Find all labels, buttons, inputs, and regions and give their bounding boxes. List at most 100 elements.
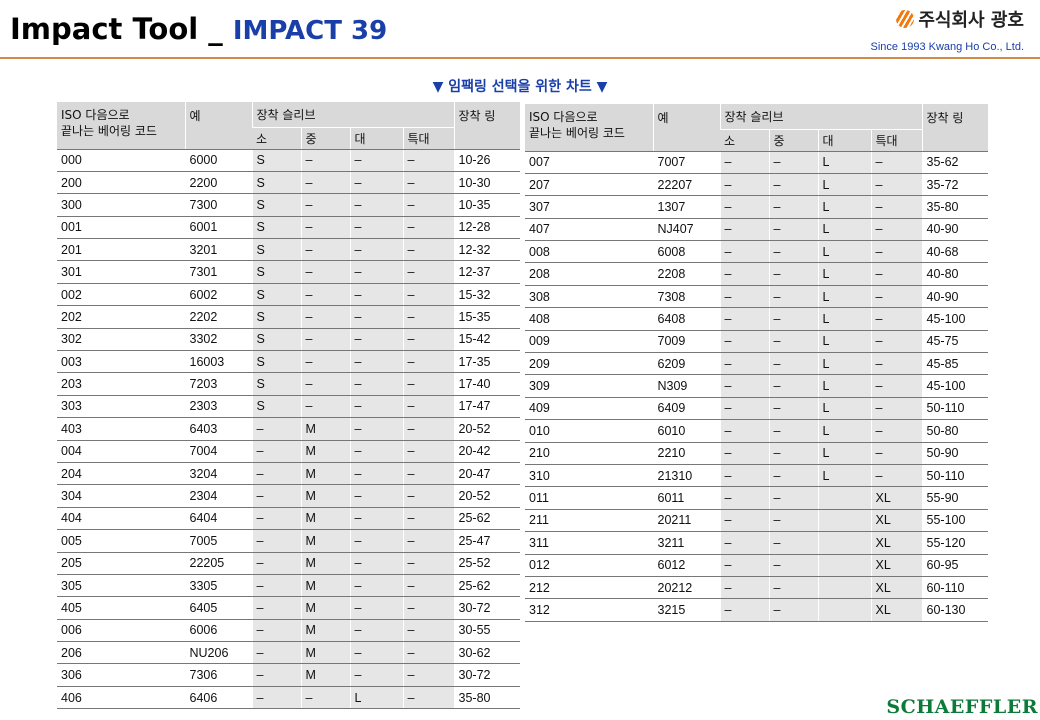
company-logo-icon bbox=[896, 10, 915, 28]
iso-code-cell: 211 bbox=[525, 509, 653, 533]
medium-cell: – bbox=[768, 374, 818, 398]
example-cell: 7306 bbox=[184, 663, 252, 687]
example-cell: 6409 bbox=[652, 397, 720, 421]
medium-cell: M bbox=[300, 462, 350, 486]
iso-code-cell: 012 bbox=[525, 554, 653, 577]
table-row: 205 22205– M – –25-52 bbox=[57, 552, 521, 575]
ring-cell: 55-120 bbox=[921, 531, 989, 555]
table-row: 207 22207– – L –35-72 bbox=[525, 173, 989, 197]
header-iso-code: ISO 다음으로 끝나는 베어링 코드 bbox=[57, 102, 185, 150]
medium-cell: – bbox=[768, 195, 818, 219]
medium-cell: – bbox=[300, 328, 350, 352]
table-row: 305 3305– M – –25-62 bbox=[57, 574, 521, 598]
xlarge-cell: – bbox=[870, 285, 923, 309]
ring-cell: 12-28 bbox=[453, 216, 521, 240]
medium-cell: – bbox=[768, 509, 818, 533]
ring-cell: 35-72 bbox=[921, 173, 989, 197]
example-cell: NU206 bbox=[184, 641, 252, 665]
xlarge-cell: – bbox=[402, 372, 455, 396]
medium-cell: M bbox=[300, 619, 350, 643]
medium-cell: – bbox=[768, 173, 818, 197]
medium-cell: M bbox=[300, 484, 350, 508]
large-cell: – bbox=[349, 529, 403, 553]
iso-code-cell: 006 bbox=[57, 619, 185, 643]
table-row: 211 20211– – XL 55-100 bbox=[525, 509, 989, 533]
table-row: 011 6011– – XL 55-90 bbox=[525, 486, 989, 510]
title-text: Impact Tool _ bbox=[10, 12, 223, 46]
small-cell: S bbox=[251, 283, 301, 307]
small-cell: – bbox=[719, 554, 769, 577]
table-row: 006 6006– M – –30-55 bbox=[57, 619, 521, 643]
large-cell: L bbox=[817, 262, 871, 286]
medium-cell: – bbox=[300, 305, 350, 329]
table-row: 306 7306– M – –30-72 bbox=[57, 663, 521, 687]
table-row: 201 3201 S – – –12-32 bbox=[57, 238, 521, 262]
iso-code-cell: 000 bbox=[57, 149, 185, 172]
iso-code-cell: 405 bbox=[57, 596, 185, 620]
small-cell: – bbox=[251, 641, 301, 665]
xlarge-cell: – bbox=[402, 619, 455, 643]
ring-cell: 15-42 bbox=[453, 328, 521, 352]
large-cell: – bbox=[349, 149, 403, 172]
table-row: 303 2303 S – – –17-47 bbox=[57, 395, 521, 419]
xlarge-cell: – bbox=[402, 507, 455, 531]
medium-cell: – bbox=[300, 171, 350, 195]
iso-code-cell: 303 bbox=[57, 395, 185, 419]
small-cell: S bbox=[251, 372, 301, 396]
medium-cell: – bbox=[300, 193, 350, 217]
example-cell: 6010 bbox=[652, 419, 720, 443]
medium-cell: M bbox=[300, 663, 350, 687]
iso-code-cell: 309 bbox=[525, 374, 653, 398]
ring-cell: 17-35 bbox=[453, 350, 521, 374]
ring-cell: 40-68 bbox=[921, 240, 989, 264]
xlarge-cell: – bbox=[870, 374, 923, 398]
company-brand: 주식회사 광호 Since 1993 Kwang Ho Co., Ltd. bbox=[871, 6, 1024, 53]
large-cell: L bbox=[817, 240, 871, 264]
xlarge-cell: – bbox=[870, 307, 923, 331]
ring-cell: 50-110 bbox=[921, 464, 989, 488]
large-cell: L bbox=[817, 397, 871, 421]
medium-cell: – bbox=[768, 352, 818, 376]
example-cell: 1307 bbox=[652, 195, 720, 219]
xlarge-cell: – bbox=[870, 151, 923, 174]
xlarge-cell: – bbox=[402, 260, 455, 284]
ring-cell: 45-75 bbox=[921, 330, 989, 354]
header-large: 대 bbox=[817, 129, 871, 152]
iso-code-cell: 407 bbox=[525, 218, 653, 242]
ring-cell: 15-32 bbox=[453, 283, 521, 307]
example-cell: 2208 bbox=[652, 262, 720, 286]
large-cell: – bbox=[349, 260, 403, 284]
large-cell: – bbox=[349, 328, 403, 352]
chart-caption: ▼ 임팩링 선택을 위한 차트 ▼ bbox=[432, 79, 608, 95]
header-sleeve: 장착 슬리브 bbox=[251, 102, 455, 128]
table-row: 200 2200 S – – –10-30 bbox=[57, 171, 521, 195]
large-cell bbox=[817, 486, 871, 510]
small-cell: – bbox=[251, 462, 301, 486]
small-cell: – bbox=[719, 307, 769, 331]
iso-code-cell: 206 bbox=[57, 641, 185, 665]
example-cell: 6405 bbox=[184, 596, 252, 620]
large-cell: – bbox=[349, 305, 403, 329]
table-row: 009 7009– – L –45-75 bbox=[525, 330, 989, 354]
ring-cell: 15-35 bbox=[453, 305, 521, 329]
medium-cell: M bbox=[300, 574, 350, 598]
ring-cell: 60-95 bbox=[921, 554, 989, 577]
ring-cell: 20-52 bbox=[453, 484, 521, 508]
example-cell: 6403 bbox=[184, 417, 252, 441]
xlarge-cell: – bbox=[870, 352, 923, 376]
example-cell: 6006 bbox=[184, 619, 252, 643]
example-cell: 2303 bbox=[184, 395, 252, 419]
ring-cell: 25-62 bbox=[453, 574, 521, 598]
iso-code-cell: 409 bbox=[525, 397, 653, 421]
medium-cell: – bbox=[300, 216, 350, 240]
large-cell: – bbox=[349, 574, 403, 598]
iso-code-cell: 210 bbox=[525, 442, 653, 465]
ring-cell: 35-80 bbox=[921, 195, 989, 219]
table-row: 000 6000 S – – –10-26 bbox=[57, 149, 521, 172]
small-cell: – bbox=[719, 531, 769, 555]
header-sleeve: 장착 슬리브 bbox=[719, 104, 923, 130]
small-cell: S bbox=[251, 171, 301, 195]
ring-cell: 20-52 bbox=[453, 417, 521, 441]
small-cell: – bbox=[719, 442, 769, 465]
medium-cell: M bbox=[300, 440, 350, 463]
